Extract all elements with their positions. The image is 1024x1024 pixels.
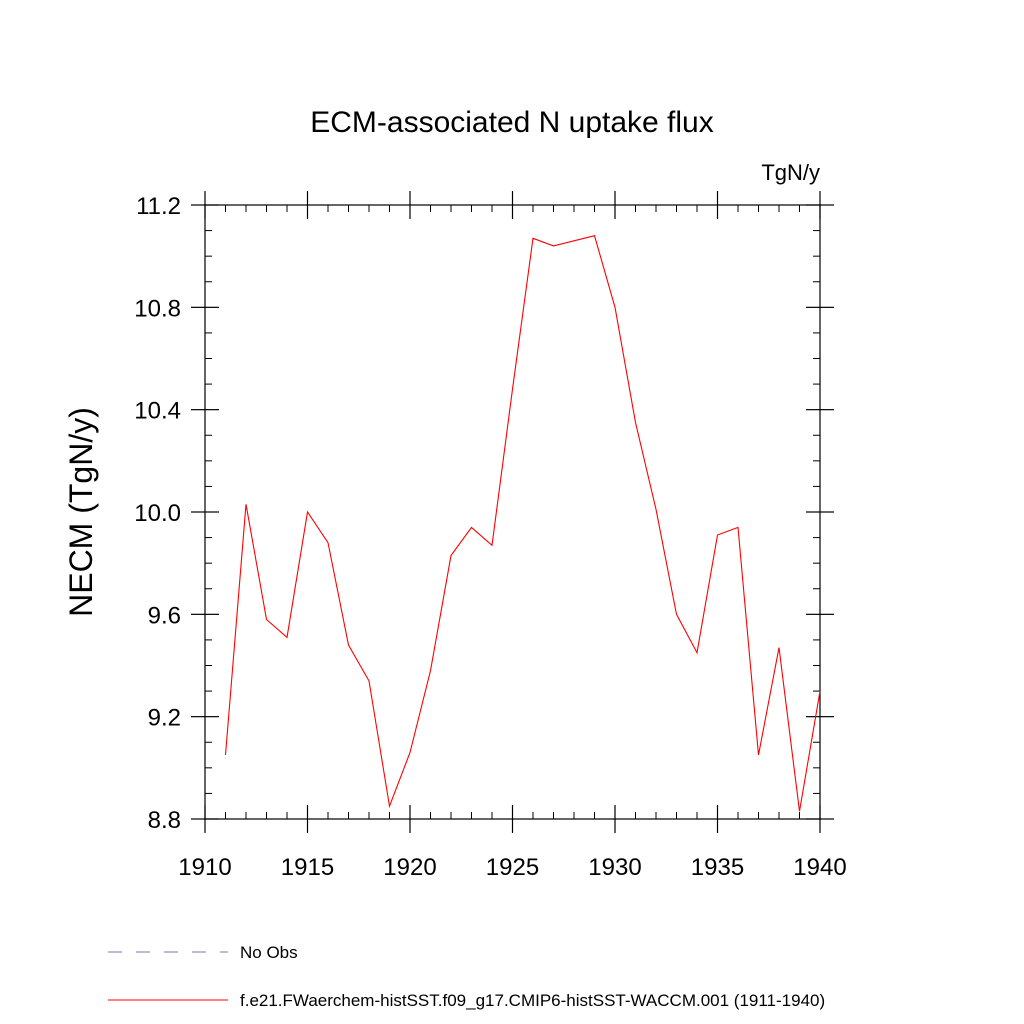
y-tick-label: 10.4 bbox=[134, 398, 181, 425]
y-tick-label: 9.2 bbox=[148, 705, 181, 732]
x-tick-label: 1910 bbox=[178, 854, 231, 881]
tick-marks bbox=[191, 191, 834, 833]
series-line bbox=[224, 235, 821, 812]
units-label: TgN/y bbox=[761, 160, 820, 185]
series-layer bbox=[224, 235, 821, 812]
x-tick-label: 1940 bbox=[793, 854, 846, 881]
x-tick-label: 1915 bbox=[281, 854, 334, 881]
legend-label: f.e21.FWaerchem-histSST.f09_g17.CMIP6-hi… bbox=[240, 991, 825, 1010]
plot-frame bbox=[204, 204, 821, 820]
tick-labels: 1910 1915 1920 1925 1930 1935 1940 8.8 9.2 9.6 10.… bbox=[134, 193, 846, 881]
x-tick-label: 1925 bbox=[486, 854, 539, 881]
y-tick-label: 11.2 bbox=[136, 193, 181, 220]
chart-title: ECM-associated N uptake flux bbox=[310, 106, 714, 139]
y-axis-label: NECM (TgN/y) bbox=[63, 407, 99, 617]
x-tick-label: 1920 bbox=[383, 854, 436, 881]
legend: No Obs f.e21.FWaerchem-histSST.f09_g17.CM… bbox=[108, 943, 825, 1010]
y-tick-label: 10.0 bbox=[134, 500, 181, 527]
y-tick-label: 8.8 bbox=[148, 807, 181, 834]
legend-label: No Obs bbox=[240, 943, 298, 962]
y-tick-label: 9.6 bbox=[148, 602, 181, 629]
y-tick-label: 10.8 bbox=[134, 295, 181, 322]
x-tick-label: 1930 bbox=[588, 854, 641, 881]
x-tick-label: 1935 bbox=[691, 854, 744, 881]
